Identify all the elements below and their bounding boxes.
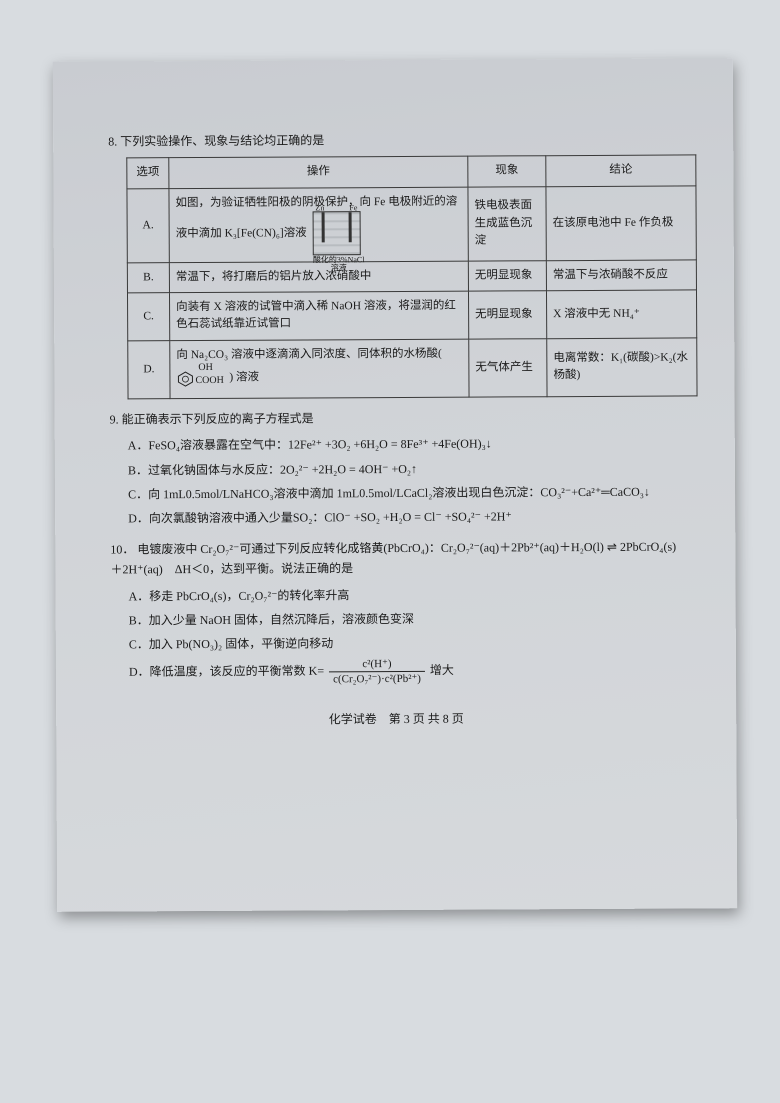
q10-option-d: D．降低温度，该反应的平衡常数 K= c²(H⁺) c(Cr₂O₇²⁻)·c²(… — [129, 656, 681, 686]
q9-options: A．FeSO₄溶液暴露在空气中：12Fe²⁺ +3O₂ +6H₂O = 8Fe³… — [128, 433, 680, 529]
table-row: A. 如图，为验证牺牲阳极的阴极保护，向 Fe 电极附近的溶液中滴加 K₃[Fe… — [127, 186, 696, 263]
q10-d-post: 增大 — [430, 663, 454, 677]
q9-option-b: B．过氧化钠固体与水反应：2O₂²⁻ +2H₂O = 4OH⁻ +O₂↑ — [128, 457, 680, 480]
table-row: B. 常温下，将打磨后的铝片放入浓硝酸中 无明显现象 常温下与浓硝酸不反应 — [127, 260, 696, 293]
th-conclusion: 结论 — [546, 155, 696, 186]
q8-table: 选项 操作 现象 结论 A. 如图，为验证牺牲阳极的阴极保护，向 Fe 电极附近… — [126, 155, 697, 399]
cell-op-a: 如图，为验证牺牲阳极的阴极保护，向 Fe 电极附近的溶液中滴加 K₃[Fe(CN… — [169, 187, 468, 263]
q9-option-d: D．向次氯酸钠溶液中通入少量SO₂：ClO⁻ +SO₂ +H₂O = Cl⁻ +… — [128, 506, 680, 529]
cell-opt-b: B. — [127, 263, 169, 293]
beaker-caption: 酸化的3%NaCl 溶液 — [310, 256, 368, 272]
th-operation: 操作 — [169, 157, 468, 189]
cooh-label: COOH — [195, 373, 223, 388]
q9-option-c: C．向 1mL0.5mol/LNaHCO₃溶液中滴加 1mL0.5mol/LCa… — [128, 482, 680, 505]
q9-option-a: A．FeSO₄溶液暴露在空气中：12Fe²⁺ +3O₂ +6H₂O = 8Fe³… — [128, 433, 680, 456]
table-row: C. 向装有 X 溶液的试管中滴入稀 NaOH 溶液，将湿润的红色石蕊试纸靠近试… — [127, 290, 696, 340]
q10-text: 电镀废液中 Cr₂O₇²⁻可通过下列反应转化成铬黄(PbCrO₄)：Cr₂O₇²… — [110, 539, 676, 576]
q9-stem: 9. 能正确表示下列反应的离子方程式是 — [110, 406, 680, 429]
cell-opt-c: C. — [127, 293, 169, 341]
op-d-post: ) 溶液 — [229, 371, 259, 383]
cell-phen-b: 无明显现象 — [468, 261, 546, 292]
cell-conc-a: 在该原电池中 Fe 作负极 — [546, 186, 696, 261]
electrode-right — [348, 212, 351, 242]
fraction-numerator: c²(H⁺) — [329, 658, 425, 673]
q8-stem: 8. 下列实验操作、现象与结论均正确的是 — [108, 129, 678, 152]
th-phenomenon: 现象 — [468, 156, 546, 187]
cell-conc-d: 电离常数：K₁(碳酸)>K₂(水杨酸) — [547, 338, 697, 397]
q8-text: 下列实验操作、现象与结论均正确的是 — [120, 133, 324, 148]
cell-opt-d: D. — [128, 340, 170, 398]
electrode-left — [321, 212, 324, 242]
cell-op-d: 向 Na₂CO₃ 溶液中逐滴滴入同浓度、同体积的水杨酸( OH COOH ) 溶… — [170, 339, 469, 399]
q10-option-b: B．加入少量 NaOH 固体，自然沉降后，溶液颜色变深 — [129, 608, 681, 631]
table-header-row: 选项 操作 现象 结论 — [127, 155, 696, 188]
fraction-denominator: c(Cr₂O₇²⁻)·c²(Pb²⁺) — [329, 672, 425, 686]
cell-opt-a: A. — [127, 188, 169, 262]
cell-phen-c: 无明显现象 — [468, 291, 546, 339]
th-option: 选项 — [127, 158, 169, 188]
beaker-diagram: Zn Fe 酸化的3%NaCl 溶液 — [312, 211, 360, 255]
q9-number: 9. — [110, 412, 119, 426]
cell-conc-b: 常温下与浓硝酸不反应 — [546, 260, 696, 291]
q9-text: 能正确表示下列反应的离子方程式是 — [122, 411, 314, 426]
q10-option-a: A．移走 PbCrO₄(s)，Cr₂O₇²⁻的转化率升高 — [129, 583, 681, 606]
cell-phen-a: 铁电极表面生成蓝色沉淀 — [468, 186, 546, 261]
fraction: c²(H⁺) c(Cr₂O₇²⁻)·c²(Pb²⁺) — [329, 658, 425, 686]
cell-conc-c: X 溶液中无 NH₄⁺ — [546, 290, 696, 338]
cell-phen-d: 无气体产生 — [469, 338, 547, 397]
q10-option-c: C．加入 Pb(NO₃)₂ 固体，平衡逆向移动 — [129, 632, 681, 655]
exam-page: 8. 下列实验操作、现象与结论均正确的是 选项 操作 现象 结论 A. 如图，为… — [53, 58, 737, 912]
page-footer: 化学试卷 第 3 页 共 8 页 — [111, 707, 681, 730]
table-row: D. 向 Na₂CO₃ 溶液中逐滴滴入同浓度、同体积的水杨酸( OH COOH … — [128, 338, 697, 399]
q10-options: A．移走 PbCrO₄(s)，Cr₂O₇²⁻的转化率升高 B．加入少量 NaOH… — [129, 583, 682, 686]
op-d-pre: 向 Na₂CO₃ 溶液中逐滴滴入同浓度、同体积的水杨酸( — [176, 347, 442, 360]
q10-d-pre: D．降低温度，该反应的平衡常数 K= — [129, 664, 324, 679]
q10-number: 10． — [110, 542, 134, 556]
q10-stem: 10． 电镀废液中 Cr₂O₇²⁻可通过下列反应转化成铬黄(PbCrO₄)：Cr… — [110, 536, 680, 580]
benzene-ring-icon — [176, 371, 194, 387]
q8-number: 8. — [108, 134, 117, 148]
cell-op-c: 向装有 X 溶液的试管中滴入稀 NaOH 溶液，将湿润的红色石蕊试纸靠近试管口 — [169, 291, 468, 340]
